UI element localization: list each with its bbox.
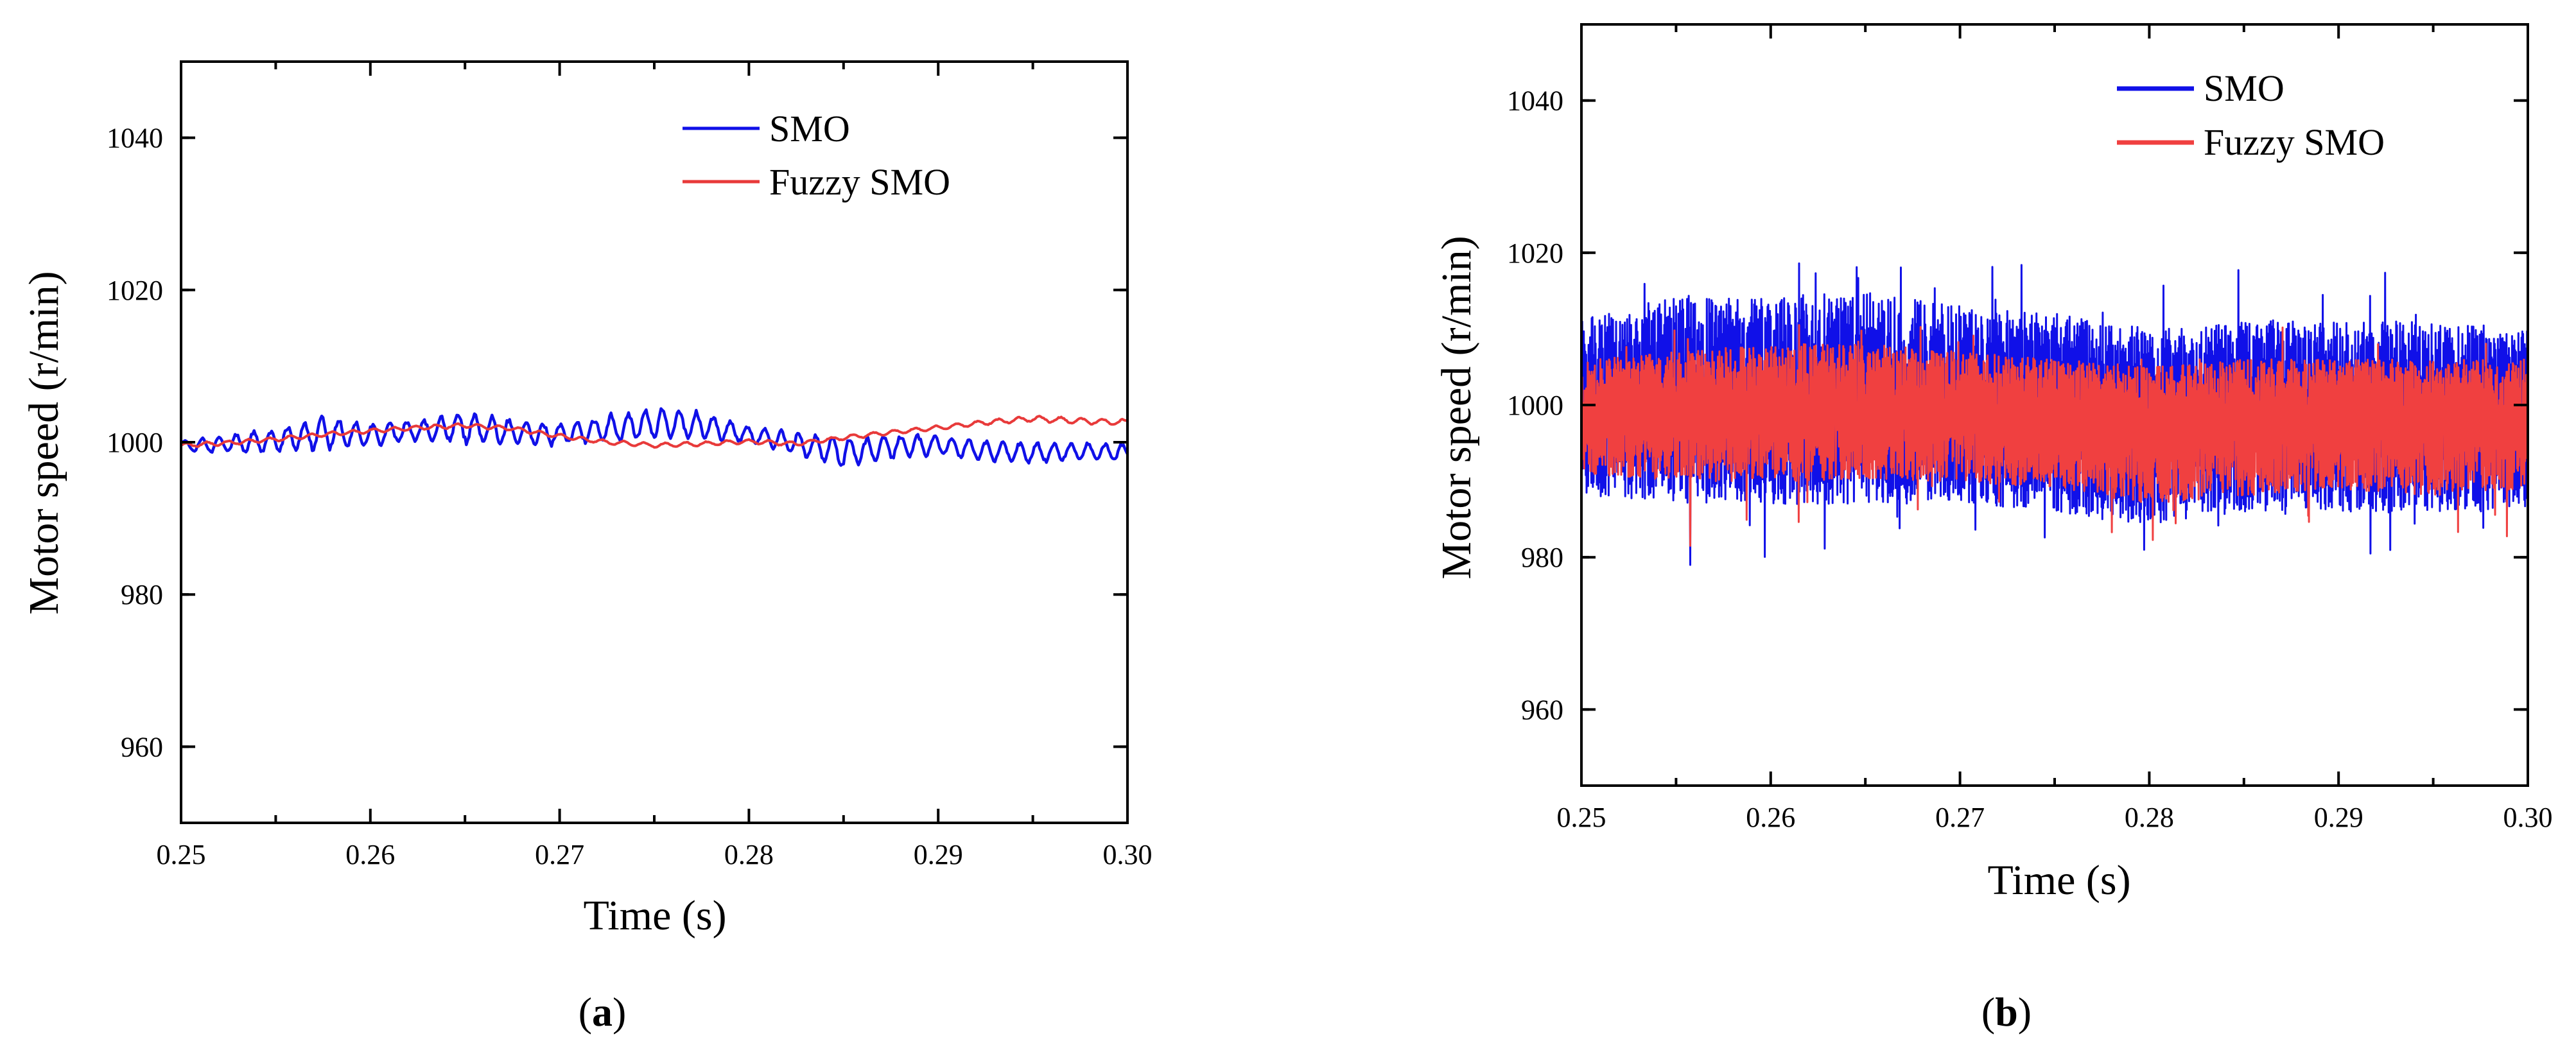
legend-b: SMO Fuzzy SMO [2117,67,2385,163]
x-tick-label: 0.30 [2503,802,2553,833]
y-axis-title-a: Motor speed (r/min) [21,271,67,614]
legend-label-fuzzy-smo: Fuzzy SMO [769,161,950,203]
x-tick-label: 0.26 [1746,802,1795,833]
y-tick-label: 1020 [1507,237,1563,269]
x-tick-label: 0.25 [1557,802,1606,833]
x-axis-title-a: Time (s) [583,892,726,939]
y-tick-label: 960 [1521,694,1563,725]
legend-label-smo: SMO [769,108,850,150]
x-tick-label: 0.26 [345,839,395,870]
panel-label-b: (b) [1981,989,2032,1035]
y-tick-label: 1020 [107,275,163,306]
series-line-smo [181,407,1127,467]
x-tick-label: 0.29 [914,839,963,870]
plot-area-a: 0.25 0.26 0.27 0.28 0.29 0.30 960 980 1000 1020 10… [107,60,1153,870]
series-line-fuzzy-smo [181,415,1127,449]
y-tick-label: 960 [121,731,163,763]
x-tick-label: 0.28 [724,839,774,870]
y-tick-label: 980 [1521,542,1563,573]
y-tick-label: 1000 [107,427,163,458]
x-tick-label: 0.30 [1103,839,1153,870]
legend-a: SMO Fuzzy SMO [683,108,950,203]
x-tick-label: 0.29 [2314,802,2363,833]
panel-b: 0.25 0.26 0.27 0.28 0.29 0.30 960 980 1000 1020 10… [1433,23,2553,1035]
y-tick-label: 1040 [107,123,163,154]
y-tick-label: 1040 [1507,85,1563,117]
legend-label-smo: SMO [2204,67,2284,109]
x-tick-label: 0.28 [2125,802,2174,833]
x-tick-label: 0.27 [1935,802,1985,833]
y-tick-label: 1000 [1507,390,1563,421]
x-axis-title-b: Time (s) [1987,857,2130,904]
series-line-fuzzy-smo [1581,324,2528,547]
legend-label-fuzzy-smo: Fuzzy SMO [2204,121,2385,163]
x-tick-label: 0.25 [157,839,206,870]
series-line-smo [1581,262,2528,566]
y-tick-label: 980 [121,579,163,610]
x-tick-label: 0.27 [535,839,584,870]
plot-area-b: 0.25 0.26 0.27 0.28 0.29 0.30 960 980 1000 1020 10… [1507,23,2553,833]
panel-a: 0.25 0.26 0.27 0.28 0.29 0.30 960 980 1000 1020 10… [21,60,1153,1035]
y-axis-title-b: Motor speed (r/min) [1433,236,1480,579]
panel-label-a: (a) [579,989,627,1035]
